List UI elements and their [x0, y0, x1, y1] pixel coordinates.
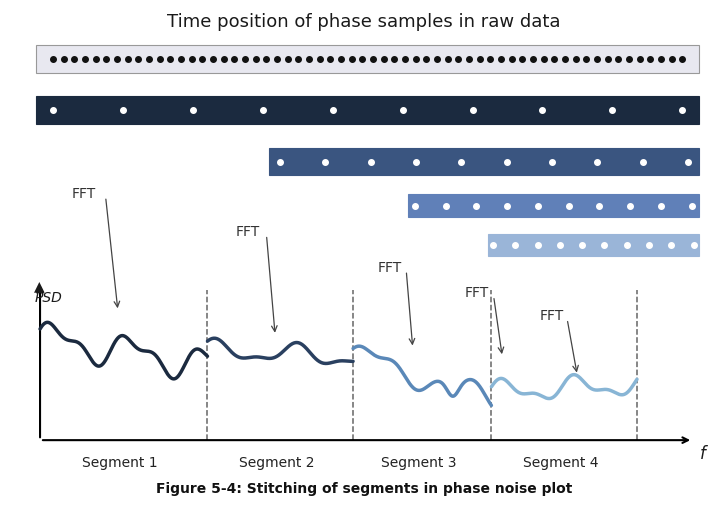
- Text: Segment 2: Segment 2: [239, 456, 314, 469]
- Text: FFT: FFT: [539, 308, 564, 323]
- Bar: [488, 235, 699, 256]
- Text: Figure 5-4: Stitching of segments in phase noise plot: Figure 5-4: Stitching of segments in pha…: [156, 481, 572, 495]
- Text: ▲
PSD: ▲ PSD: [34, 279, 62, 305]
- Text: FFT: FFT: [464, 286, 489, 300]
- Text: Time position of phase samples in raw data: Time position of phase samples in raw da…: [167, 13, 561, 31]
- Bar: [36, 46, 699, 74]
- Text: Segment 3: Segment 3: [381, 456, 456, 469]
- Text: Segment 1: Segment 1: [82, 456, 158, 469]
- Bar: [36, 97, 699, 125]
- Text: FFT: FFT: [71, 186, 96, 201]
- Text: Segment 4: Segment 4: [523, 456, 598, 469]
- Text: f: f: [700, 444, 705, 462]
- Bar: [408, 195, 699, 218]
- Bar: [269, 149, 699, 176]
- Text: FFT: FFT: [235, 224, 260, 239]
- Text: FFT: FFT: [377, 260, 402, 274]
